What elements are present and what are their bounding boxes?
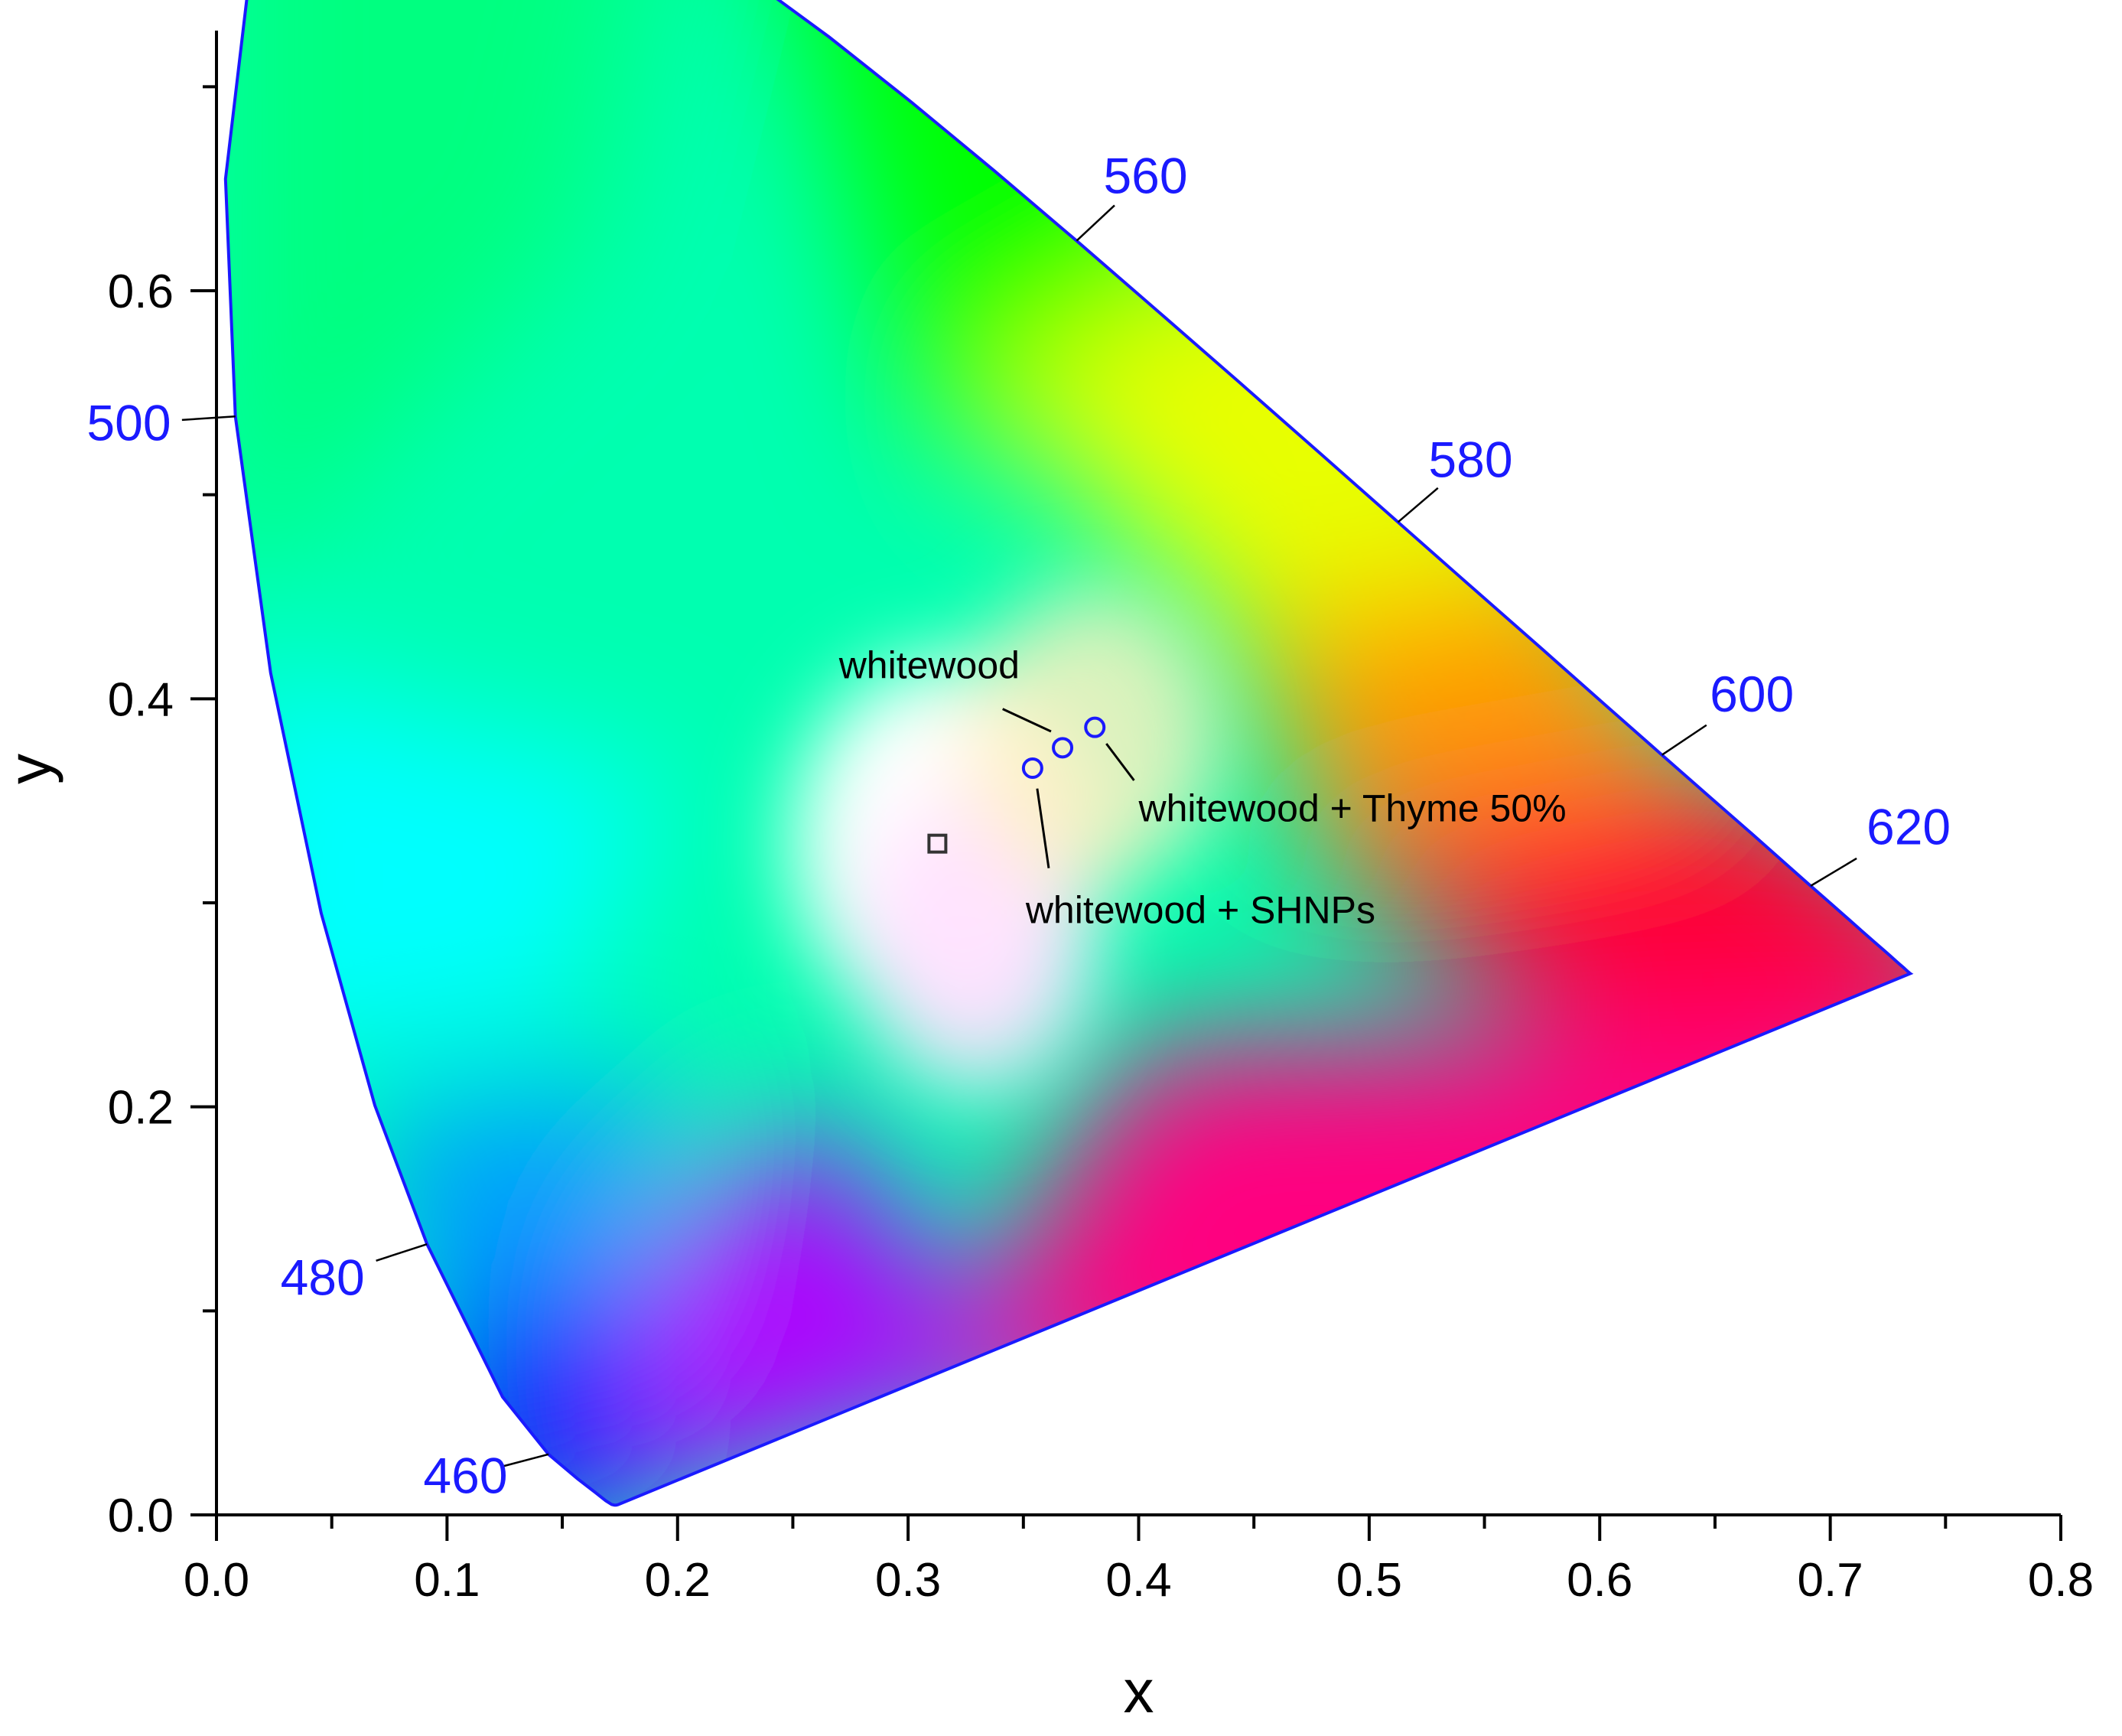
wavelength-tick-620: [1810, 857, 1857, 887]
wavelength-tick-560: [1076, 204, 1115, 242]
x-tick-label: 0.1: [414, 1554, 480, 1607]
x-tick-label: 0.4: [1105, 1554, 1171, 1607]
fill-red: [1277, 760, 1911, 1046]
fill-blue: [424, 1282, 654, 1506]
wavelength-tick-500: [181, 415, 236, 422]
annotation-label: whitewood: [838, 644, 1020, 687]
x-tick-label: 0.0: [184, 1554, 249, 1607]
y-tick-label: 0.4: [108, 673, 174, 726]
y-tick-label: 0.2: [108, 1082, 174, 1135]
annotation-leader-line: [1036, 788, 1050, 868]
wavelength-tick-580: [1397, 487, 1439, 523]
wavelength-tick-480: [376, 1243, 428, 1262]
x-tick-label: 0.2: [645, 1554, 711, 1607]
x-tick-label: 0.5: [1336, 1554, 1402, 1607]
wavelength-tick-460: [502, 1453, 549, 1467]
y-tick-label: 0.6: [108, 265, 174, 318]
spectral-locus-outline: [223, 0, 1914, 1507]
chromaticity-color-fill: [225, 0, 1911, 1506]
x-tick-label: 0.7: [1798, 1554, 1863, 1607]
y-tick-label: 0.0: [108, 1490, 174, 1542]
wavelength-label-460: 460: [423, 1447, 507, 1503]
data-point-marker: [1084, 716, 1106, 738]
wavelength-label-560: 560: [1103, 148, 1187, 204]
x-tick-label: 0.6: [1567, 1554, 1632, 1607]
x-tick-label: 0.8: [2028, 1554, 2094, 1607]
x-tick-label: 0.3: [875, 1554, 941, 1607]
fill-pale-yellow: [962, 586, 1223, 893]
annotation-label: whitewood + SHNPs: [1025, 889, 1375, 932]
wavelength-label-620: 620: [1867, 798, 1951, 855]
data-point-marker: [1052, 737, 1074, 759]
annotations: whitewood whitewood + SHNPs whitewood + Th…: [838, 644, 1567, 932]
wavelength-label-500: 500: [86, 394, 171, 451]
annotation-leader-line: [1002, 708, 1052, 733]
white-point-marker: [927, 833, 948, 854]
axes: 0.00.10.20.30.40.50.60.70.80.00.20.40.60…: [108, 31, 2094, 1607]
y-axis-title: y: [0, 754, 63, 784]
wavelength-label-600: 600: [1710, 666, 1794, 722]
annotation-leader-line: [1105, 743, 1135, 781]
wavelength-label-580: 580: [1428, 431, 1512, 487]
x-axis-title: x: [1124, 1657, 1154, 1725]
data-point-marker: [1021, 757, 1043, 779]
wavelength-label-480: 480: [281, 1249, 365, 1306]
wavelength-markers: 460480500520540560580600620: [86, 148, 1951, 1504]
annotation-label: whitewood + Thyme 50%: [1138, 787, 1567, 829]
wavelength-tick-600: [1661, 724, 1707, 756]
data-points: [927, 716, 1106, 854]
fill-greencyan: [225, 0, 724, 597]
